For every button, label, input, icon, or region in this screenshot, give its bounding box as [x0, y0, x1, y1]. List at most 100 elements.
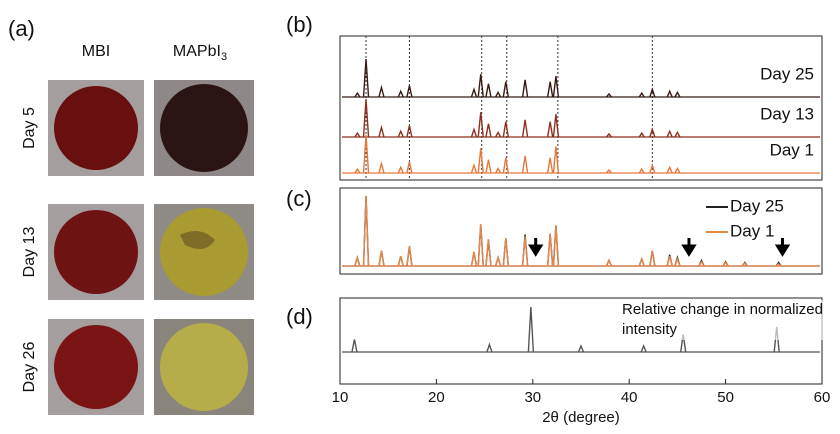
- peak: [552, 114, 560, 138]
- peak: [397, 256, 404, 267]
- peak: [666, 165, 673, 174]
- row-label: Day 26: [21, 342, 38, 393]
- peak: [640, 344, 647, 353]
- peak: [502, 121, 509, 138]
- peak: [502, 81, 509, 98]
- peak: [546, 157, 554, 174]
- panel-label: (a): [8, 16, 35, 41]
- peak: [470, 87, 478, 98]
- peak: [477, 112, 484, 138]
- peak: [552, 146, 560, 174]
- legend-label: Day 1: [730, 221, 774, 240]
- peak: [354, 91, 361, 98]
- peak: [406, 161, 413, 174]
- peak: [775, 262, 782, 267]
- peak: [485, 239, 492, 267]
- peak: [354, 255, 361, 267]
- peak: [649, 250, 656, 267]
- peak: [605, 258, 613, 267]
- peak: [666, 256, 673, 267]
- peak: [552, 76, 560, 98]
- peak: [521, 155, 529, 174]
- peak: [605, 132, 612, 138]
- peak: [354, 131, 361, 138]
- panel-label: (d): [286, 304, 313, 329]
- peak: [527, 306, 535, 353]
- x-tick-label: 60: [814, 389, 831, 406]
- peak: [378, 250, 385, 267]
- peak: [477, 223, 484, 267]
- x-tick-label: 10: [332, 389, 349, 406]
- peak: [494, 255, 502, 267]
- peak: [552, 225, 560, 267]
- peak: [698, 260, 705, 267]
- peak: [674, 166, 681, 174]
- arrow: [527, 238, 544, 257]
- peak: [649, 163, 656, 174]
- annotation: Relative change in normalized intensity: [622, 300, 832, 340]
- panel-label: (c): [286, 186, 312, 211]
- peak: [605, 168, 612, 174]
- peak: [485, 123, 492, 138]
- series-label: Day 1: [770, 140, 814, 159]
- peak: [674, 256, 681, 267]
- peak: [354, 167, 361, 174]
- peak: [406, 125, 413, 138]
- peak: [477, 148, 484, 174]
- peak: [494, 166, 502, 174]
- x-axis-label: 2θ (degree): [542, 409, 620, 426]
- photos: [48, 80, 254, 415]
- peak: [362, 58, 370, 98]
- x-tick-label: 30: [524, 389, 541, 406]
- peak: [470, 163, 478, 174]
- peak: [378, 160, 385, 174]
- peak: [674, 90, 681, 98]
- peak: [546, 233, 554, 267]
- legend-label: Day 25: [730, 196, 784, 215]
- peak: [638, 167, 645, 174]
- peak: [485, 83, 492, 98]
- column-label: MBI: [82, 43, 110, 60]
- row-label: Day 13: [21, 227, 38, 278]
- peak: [378, 84, 385, 98]
- x-tick-label: 40: [621, 389, 638, 406]
- peak: [666, 129, 673, 138]
- peak: [362, 134, 370, 174]
- peak: [674, 130, 681, 138]
- peak: [521, 79, 529, 98]
- frame: [339, 297, 823, 385]
- peak: [362, 98, 370, 138]
- peak: [722, 261, 729, 267]
- peak: [494, 90, 502, 98]
- arrow: [681, 238, 697, 257]
- peak: [470, 127, 478, 138]
- peak: [638, 131, 645, 138]
- peak: [477, 74, 484, 98]
- peak: [502, 237, 510, 267]
- panel-label: (b): [286, 12, 313, 37]
- peak: [577, 344, 585, 353]
- peak: [362, 195, 370, 267]
- column-label: MAPbI3: [173, 43, 227, 63]
- peak: [485, 159, 492, 174]
- peak: [494, 130, 502, 138]
- peak: [546, 121, 554, 138]
- peak: [649, 127, 656, 138]
- x-tick-label: 50: [717, 389, 734, 406]
- peak: [605, 92, 612, 98]
- peak: [406, 246, 413, 267]
- peak: [521, 236, 529, 267]
- peak: [521, 119, 529, 138]
- peak: [502, 157, 509, 174]
- row-label: Day 5: [21, 107, 38, 149]
- peak: [649, 87, 656, 98]
- frame: [339, 35, 823, 181]
- peak: [406, 85, 413, 98]
- arrow: [774, 238, 791, 257]
- peak: [351, 339, 358, 353]
- peak: [486, 342, 493, 353]
- peak: [666, 89, 673, 98]
- peak: [546, 81, 554, 98]
